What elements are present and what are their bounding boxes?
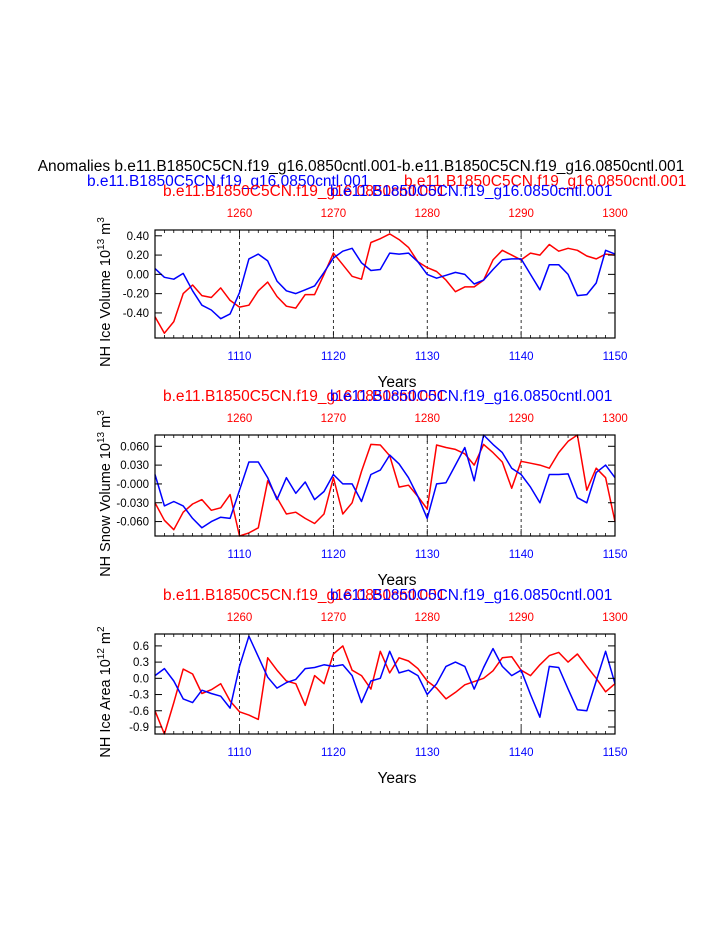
x-tick-label-bottom: 1130 bbox=[415, 549, 440, 561]
y-tick-label: -0.060 bbox=[116, 517, 149, 529]
y-tick-label: 0.6 bbox=[133, 641, 149, 653]
x-tick-label-top: 1300 bbox=[602, 612, 628, 624]
y-tick-label: -0.3 bbox=[129, 690, 149, 702]
x-tick-label-bottom: 1140 bbox=[509, 747, 534, 759]
x-tick-label-bottom: 1120 bbox=[321, 351, 346, 363]
y-tick-label: -0.40 bbox=[123, 308, 149, 320]
x-tick-label-bottom: 1140 bbox=[509, 549, 534, 561]
y-tick-label: 0.00 bbox=[127, 269, 149, 281]
series-line-red bbox=[154, 434, 616, 537]
top-label-blue: b.e11.B1850C5CN.f19_g16.0850cntl.001 bbox=[330, 388, 612, 405]
plot-frame bbox=[154, 633, 616, 735]
y-axis-title: NH Ice Volume 1013 m3 bbox=[96, 217, 114, 367]
x-tick-label-bottom: 1150 bbox=[603, 351, 628, 363]
x-tick-label-bottom: 1130 bbox=[415, 747, 440, 759]
x-tick-label-top: 1270 bbox=[321, 413, 347, 425]
main-title: Anomalies b.e11.B1850C5CN.f19_g16.0850cn… bbox=[38, 158, 685, 175]
panel-3: b.e11.B1850C5CN.f19_g16.0850cntl.001b.e1… bbox=[96, 587, 628, 787]
top-label-red: b.e11.B1850C5CN.f19_g16.0850cntl.001 bbox=[163, 183, 445, 200]
y-tick-label: -0.030 bbox=[116, 498, 149, 510]
series-line-red bbox=[154, 645, 616, 735]
panel-2: b.e11.B1850C5CN.f19_g16.0850cntl.001b.e1… bbox=[96, 388, 628, 589]
y-tick-label: 0.3 bbox=[133, 657, 149, 669]
y-tick-label: -0.000 bbox=[116, 479, 149, 491]
y-tick-label: -0.20 bbox=[123, 289, 149, 301]
x-axis-title: Years bbox=[377, 572, 416, 589]
y-tick-label: 0.0 bbox=[133, 673, 149, 685]
x-tick-label-bottom: 1110 bbox=[228, 549, 252, 561]
x-axis-title: Years bbox=[377, 770, 416, 787]
top-label-red: b.e11.B1850C5CN.f19_g16.0850cntl.001 bbox=[163, 587, 445, 604]
x-tick-label-top: 1290 bbox=[508, 208, 534, 220]
top-label-blue: b.e11.B1850C5CN.f19_g16.0850cntl.001 bbox=[330, 587, 612, 604]
x-tick-label-top: 1260 bbox=[227, 413, 253, 425]
top-label-red: b.e11.B1850C5CN.f19_g16.0850cntl.001 bbox=[163, 388, 445, 405]
y-tick-label: -0.6 bbox=[129, 706, 149, 718]
top-label-blue: b.e11.B1850C5CN.f19_g16.0850cntl.001 bbox=[330, 183, 612, 200]
y-tick-label: 0.20 bbox=[127, 250, 149, 262]
x-tick-label-top: 1260 bbox=[227, 612, 253, 624]
x-tick-label-top: 1280 bbox=[414, 208, 440, 220]
plot-frame bbox=[154, 434, 616, 537]
series-line-blue bbox=[154, 247, 616, 320]
x-tick-label-top: 1280 bbox=[414, 612, 440, 624]
x-tick-label-top: 1280 bbox=[414, 413, 440, 425]
x-tick-label-top: 1270 bbox=[321, 612, 347, 624]
x-tick-label-top: 1300 bbox=[602, 413, 628, 425]
x-tick-label-top: 1270 bbox=[321, 208, 347, 220]
header-subtitle-blue: b.e11.B1850C5CN.f19_g16.0850cntl.001 bbox=[87, 173, 369, 190]
x-tick-label-bottom: 1150 bbox=[603, 747, 628, 759]
y-tick-label: 0.060 bbox=[120, 441, 149, 453]
series-line-blue bbox=[154, 434, 616, 529]
series-line-blue bbox=[154, 635, 616, 718]
y-tick-label: 0.030 bbox=[120, 460, 149, 472]
x-tick-label-bottom: 1120 bbox=[321, 747, 346, 759]
y-axis-title: NH Ice Area 1012 m2 bbox=[96, 626, 114, 758]
panel-1: b.e11.B1850C5CN.f19_g16.0850cntl.001b.e1… bbox=[96, 183, 628, 391]
x-tick-label-top: 1300 bbox=[602, 208, 628, 220]
x-tick-label-bottom: 1130 bbox=[415, 351, 440, 363]
y-axis-title: NH Snow Volume 1013 m3 bbox=[96, 410, 114, 577]
y-tick-label: 0.40 bbox=[127, 231, 149, 243]
x-tick-label-bottom: 1150 bbox=[603, 549, 628, 561]
x-tick-label-bottom: 1110 bbox=[228, 351, 252, 363]
x-axis-title: Years bbox=[377, 374, 416, 391]
x-tick-label-bottom: 1120 bbox=[321, 549, 346, 561]
series-line-red bbox=[154, 233, 616, 334]
x-tick-label-top: 1290 bbox=[508, 413, 534, 425]
y-tick-label: -0.9 bbox=[129, 722, 149, 734]
x-tick-label-top: 1260 bbox=[227, 208, 253, 220]
x-tick-label-bottom: 1110 bbox=[228, 747, 252, 759]
header-subtitle-red: b.e11.B1850C5CN.f19_g16.0850cntl.001 bbox=[404, 173, 686, 190]
x-tick-label-top: 1290 bbox=[508, 612, 534, 624]
plot-frame bbox=[154, 229, 616, 339]
x-tick-label-bottom: 1140 bbox=[509, 351, 534, 363]
